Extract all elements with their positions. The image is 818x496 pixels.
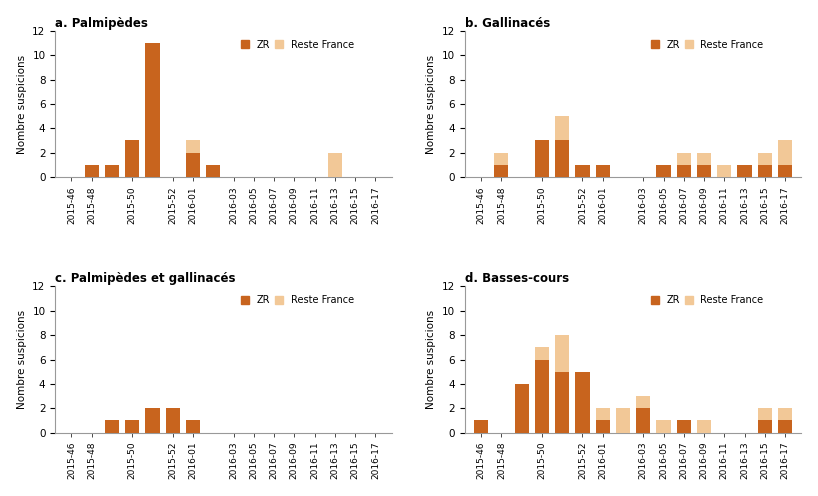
Bar [636,396,650,408]
Bar [515,384,528,433]
Y-axis label: Nombre suspicions: Nombre suspicions [16,310,27,409]
Bar [146,43,160,177]
Y-axis label: Nombre suspicions: Nombre suspicions [426,55,436,153]
Bar [636,408,650,433]
Bar [535,360,549,433]
Text: a. Palmipèdes: a. Palmipèdes [55,17,148,30]
Legend: ZR, Reste France: ZR, Reste France [647,36,767,54]
Bar [494,153,509,165]
Bar [575,372,590,433]
Y-axis label: Nombre suspicions: Nombre suspicions [16,55,27,153]
Bar [105,421,119,433]
Bar [125,140,139,177]
Bar [146,408,160,433]
Bar [555,335,569,372]
Bar [596,408,609,421]
Bar [778,421,792,433]
Bar [757,421,772,433]
Text: b. Gallinacés: b. Gallinacés [465,17,551,30]
Legend: ZR, Reste France: ZR, Reste France [237,291,357,309]
Bar [125,421,139,433]
Bar [676,153,691,165]
Bar [575,165,590,177]
Y-axis label: Nombre suspicions: Nombre suspicions [426,310,436,409]
Text: d. Basses-cours: d. Basses-cours [465,272,569,285]
Bar [474,421,488,433]
Bar [757,153,772,165]
Bar [555,372,569,433]
Bar [738,165,752,177]
Bar [697,165,711,177]
Bar [555,116,569,140]
Bar [166,408,180,433]
Bar [535,347,549,360]
Bar [778,140,792,165]
Bar [206,165,220,177]
Bar [697,421,711,433]
Legend: ZR, Reste France: ZR, Reste France [647,291,767,309]
Bar [186,140,200,153]
Bar [757,165,772,177]
Bar [84,165,99,177]
Bar [697,153,711,165]
Text: c. Palmipèdes et gallinacés: c. Palmipèdes et gallinacés [55,272,236,285]
Bar [778,165,792,177]
Bar [676,421,691,433]
Bar [596,421,609,433]
Bar [555,140,569,177]
Bar [656,165,671,177]
Bar [596,165,609,177]
Bar [535,140,549,177]
Bar [328,153,342,177]
Bar [778,408,792,421]
Legend: ZR, Reste France: ZR, Reste France [237,36,357,54]
Bar [656,421,671,433]
Bar [105,165,119,177]
Bar [186,421,200,433]
Bar [717,165,731,177]
Bar [757,408,772,421]
Bar [616,408,630,433]
Bar [186,153,200,177]
Bar [494,165,509,177]
Bar [676,165,691,177]
